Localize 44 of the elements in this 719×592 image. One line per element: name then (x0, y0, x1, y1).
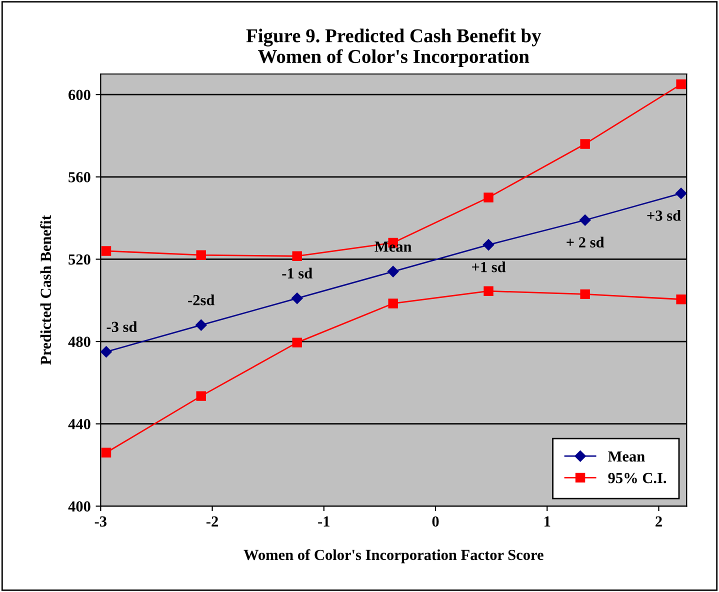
point (292, 292, 303, 304)
point (101, 448, 112, 458)
y-tick-label: 520 (68, 254, 90, 265)
x-tick-label: 2 (656, 516, 662, 526)
annotation: +3 sd (647, 210, 681, 221)
point (292, 251, 302, 261)
x-axis-title: Women of Color's Incorporation Factor Score (244, 549, 544, 564)
point (580, 139, 590, 149)
x-tick-label: 0 (432, 516, 439, 527)
point (579, 214, 591, 226)
point (196, 250, 206, 260)
y-tick-label: 480 (68, 336, 90, 347)
point (484, 286, 494, 296)
point (196, 319, 207, 331)
x-tick-label: -1 (318, 516, 330, 526)
y-tick-label: 600 (68, 90, 90, 100)
point (292, 338, 302, 348)
legend-label: 95% C.I. (608, 472, 666, 484)
annotation: -2sd (188, 294, 215, 306)
point (675, 188, 687, 199)
point (482, 239, 494, 250)
legend-label: Mean (608, 451, 645, 462)
point (484, 192, 494, 202)
annotation: Mean (374, 242, 412, 252)
x-tick-label: 1 (544, 516, 550, 526)
annotation: -3 sd (106, 321, 138, 332)
y-tick-label: 560 (68, 172, 90, 182)
point (676, 79, 686, 90)
y-tick-label: 400 (68, 501, 90, 512)
point (196, 391, 206, 401)
y-tick-label: 440 (68, 418, 90, 430)
annotation: + 2 sd (566, 236, 604, 248)
chart-title: Figure 9. Predicted Cash Benefit by Women of Color's Incorporation (246, 28, 542, 68)
annotation: -1 sd (282, 268, 312, 279)
y-axis-title: Predicted Cash Benefit (40, 215, 52, 365)
point (100, 346, 112, 358)
point (676, 294, 686, 304)
x-tick-label: -2 (206, 516, 218, 526)
point (580, 289, 590, 300)
annotation: +1 sd (472, 261, 506, 272)
x-tick-label: -3 (94, 516, 106, 527)
point (387, 266, 399, 278)
point (388, 298, 398, 308)
point (101, 246, 112, 256)
